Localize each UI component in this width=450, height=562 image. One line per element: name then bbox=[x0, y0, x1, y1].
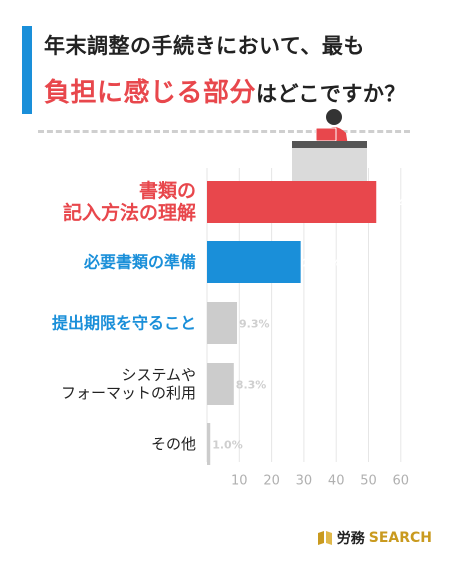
value-label: 1.0% bbox=[212, 439, 243, 452]
chart-bars bbox=[207, 181, 377, 465]
category-label: 書類の bbox=[139, 180, 196, 202]
x-tick-label: 30 bbox=[296, 474, 313, 489]
category-label: その他 bbox=[151, 435, 196, 453]
bar bbox=[207, 302, 238, 344]
category-label: 記入方法の理解 bbox=[63, 201, 196, 224]
brand-logo: 労務 SEARCH bbox=[317, 528, 432, 548]
title-accent-bar bbox=[22, 26, 32, 114]
value-label: 29.0% bbox=[303, 257, 341, 270]
person-at-desk-illustration bbox=[292, 109, 367, 184]
x-tick-label: 20 bbox=[263, 474, 280, 489]
chart-title-line1: 年末調整の手続きにおいて、最も bbox=[44, 34, 365, 58]
brand-name-jp: 労務 bbox=[336, 531, 365, 547]
x-tick-label: 60 bbox=[393, 474, 410, 489]
category-label: 提出期限を守ること bbox=[52, 314, 196, 333]
x-tick-label: 40 bbox=[328, 474, 345, 489]
person-head-icon bbox=[326, 109, 342, 125]
category-label: 必要書類の準備 bbox=[83, 253, 196, 272]
category-label: フォーマットの利用 bbox=[61, 384, 196, 402]
bar bbox=[207, 423, 211, 465]
brand-name-en: SEARCH bbox=[368, 530, 432, 546]
category-label: システムや bbox=[121, 366, 196, 384]
desk-top-icon bbox=[292, 141, 367, 148]
chart-title-line2: 負担に感じる部分はどこですか？ bbox=[44, 72, 406, 109]
bar bbox=[207, 181, 377, 223]
value-label: 52.4% bbox=[378, 197, 416, 210]
chart-x-ticks: 10 20 30 40 50 60 bbox=[231, 474, 409, 489]
bar bbox=[207, 241, 301, 283]
value-label: 9.3% bbox=[239, 318, 270, 331]
chart-value-labels: 52.4% 29.0% 9.3% 8.3% 1.0% bbox=[212, 197, 416, 452]
chart-title-rest: はどこですか？ bbox=[256, 82, 406, 106]
book-icon bbox=[317, 531, 332, 545]
title-divider bbox=[38, 130, 410, 133]
bar bbox=[207, 363, 234, 405]
x-tick-label: 50 bbox=[360, 474, 377, 489]
chart-category-labels: 書類の記入方法の理解必要書類の準備提出期限を守ることシステムやフォーマットの利用… bbox=[52, 180, 196, 453]
desk-front-icon bbox=[292, 148, 367, 184]
value-label: 8.3% bbox=[236, 379, 267, 392]
x-tick-label: 10 bbox=[231, 474, 248, 489]
laptop-icon bbox=[315, 127, 337, 142]
chart-title-highlight: 負担に感じる部分 bbox=[44, 78, 257, 108]
